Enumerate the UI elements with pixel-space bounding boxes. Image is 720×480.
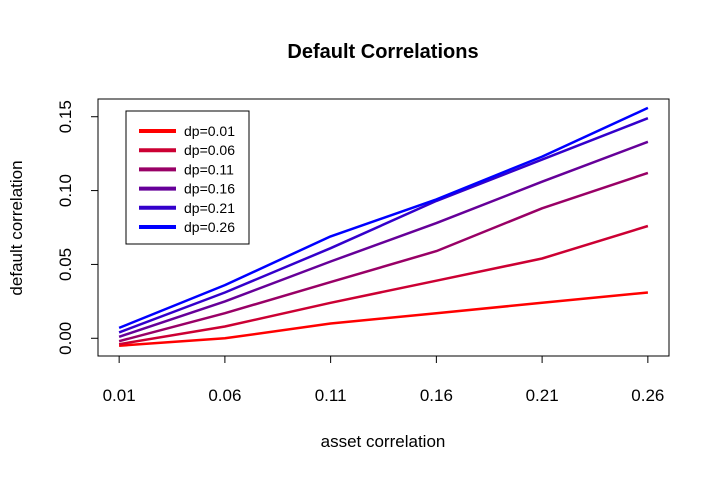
series-lines <box>118 106 649 347</box>
x-tick-label: 0.11 <box>315 386 347 405</box>
x-tick-label: 0.06 <box>208 386 241 405</box>
legend-label: dp=0.21 <box>184 200 235 216</box>
y-axis: 0.00 0.05 0.10 0.15 <box>56 100 99 355</box>
legend-box <box>125 110 250 245</box>
chart-title: Default Correlations <box>287 41 478 63</box>
series-line-1 <box>119 291 649 347</box>
legend: dp=0.01 dp=0.06 dp=0.11 dp=0.16 dp=0.21 dp=0.… <box>125 110 250 245</box>
x-tick-label: 0.01 <box>103 386 136 405</box>
x-tick-label: 0.16 <box>420 386 453 405</box>
x-axis: 0.01 0.06 0.11 0.16 0.21 0.26 <box>103 355 664 405</box>
series-line-5 <box>118 117 649 334</box>
series-line-2 <box>118 224 649 346</box>
legend-label: dp=0.11 <box>184 161 234 177</box>
series-line-4 <box>118 140 649 338</box>
series-line-3 <box>118 171 649 343</box>
x-tick-label: 0.21 <box>526 386 559 405</box>
x-axis-label: asset correlation <box>321 432 446 451</box>
legend-label: dp=0.26 <box>184 219 235 235</box>
legend-label: dp=0.16 <box>184 181 235 197</box>
series-line-6 <box>118 106 649 330</box>
y-tick-label: 0.05 <box>56 248 75 281</box>
y-tick-label: 0.15 <box>56 100 75 133</box>
x-tick-label: 0.26 <box>631 386 664 405</box>
legend-label: dp=0.06 <box>184 142 235 158</box>
y-axis-label: default correlation <box>7 160 26 295</box>
y-tick-label: 0.00 <box>56 322 75 355</box>
y-tick-label: 0.10 <box>56 174 75 207</box>
legend-label: dp=0.01 <box>184 123 235 139</box>
